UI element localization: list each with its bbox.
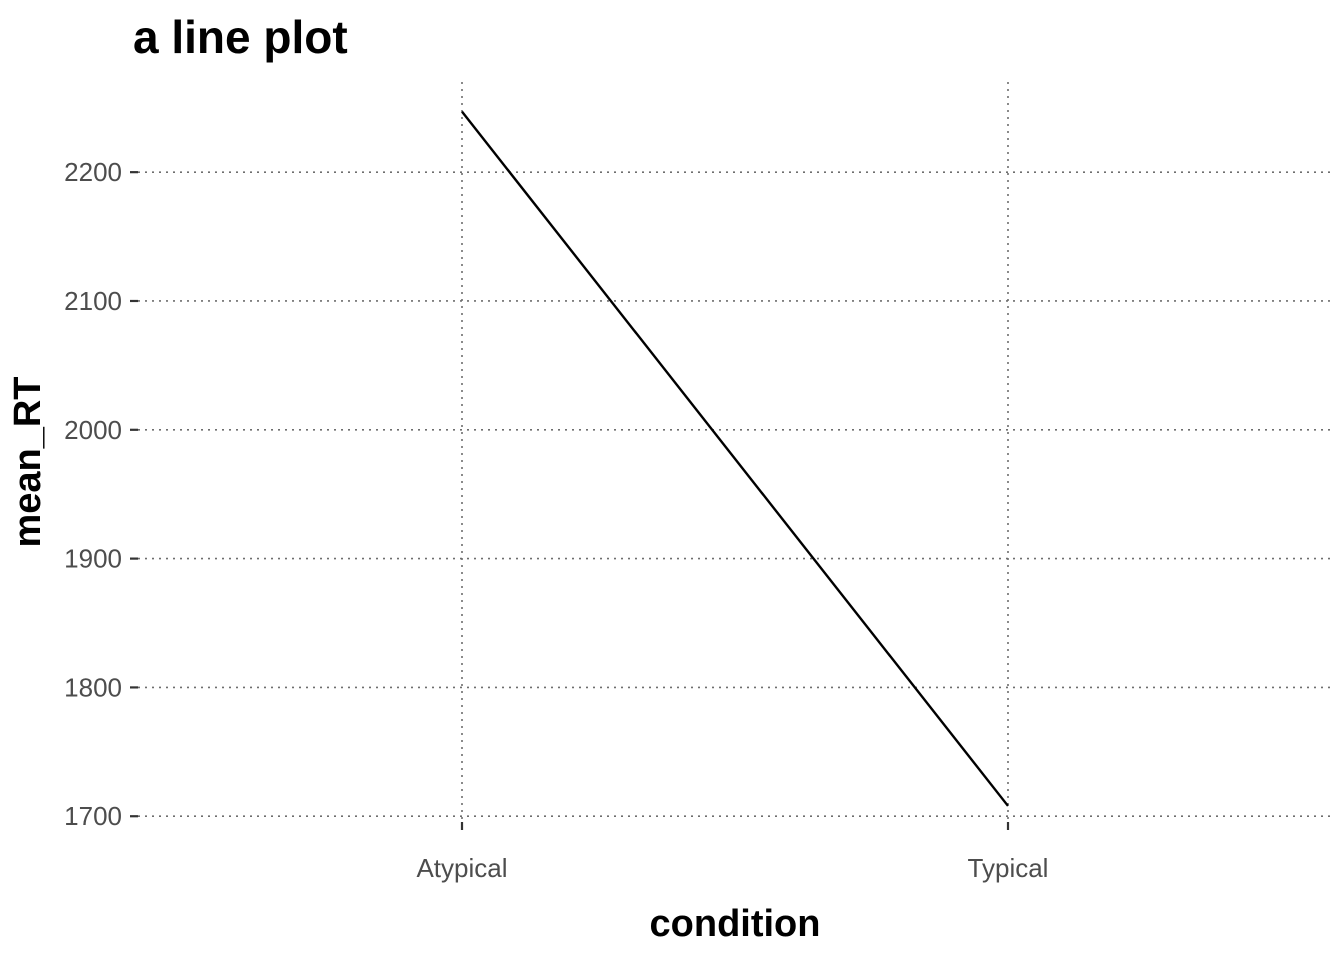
series-line (461, 110, 1009, 807)
y-tick-label: 2000 (64, 415, 122, 445)
x-tick-label: Typical (968, 853, 1049, 883)
chart-title: a line plot (133, 11, 348, 63)
y-tick-label: 1900 (64, 544, 122, 574)
y-tick-label: 1700 (64, 801, 122, 831)
axis-ticks: 1700 1800 1900 2000 2100 2200 Atypical Typical (64, 157, 1048, 883)
series-layer (461, 110, 1009, 807)
y-axis-title: mean_RT (7, 376, 49, 547)
x-tick-label: Atypical (416, 853, 507, 883)
y-tick-label: 2200 (64, 157, 122, 187)
x-axis-title: condition (650, 903, 821, 945)
y-tick-label: 1800 (64, 672, 122, 702)
grid (138, 82, 1334, 822)
y-tick-label: 2100 (64, 286, 122, 316)
